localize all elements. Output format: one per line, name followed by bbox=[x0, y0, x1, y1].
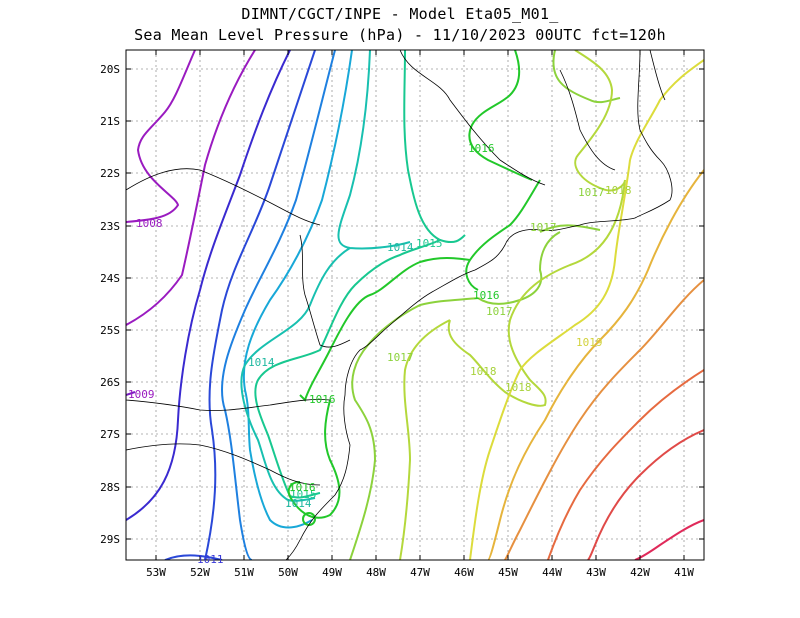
coastline bbox=[126, 50, 673, 560]
lon-tick-label: 53W bbox=[146, 566, 166, 579]
lon-tick-label: 51W bbox=[234, 566, 254, 579]
contour-label: 1018 bbox=[470, 365, 497, 378]
isobar-1016-a bbox=[468, 50, 533, 181]
contour-label: 1016 bbox=[289, 481, 316, 494]
contour-label: 1016 bbox=[468, 142, 495, 155]
isobar-1018 bbox=[399, 50, 626, 560]
map-subtitle: Sea Mean Level Pressure (hPa) - 11/10/20… bbox=[134, 26, 666, 44]
isobar-1013 bbox=[242, 50, 353, 529]
grid bbox=[126, 50, 704, 560]
contour-label: 1016 bbox=[309, 393, 336, 406]
lat-tick-label: 29S bbox=[100, 533, 120, 546]
isobar-1023 bbox=[587, 429, 704, 560]
contour-label: 1017 bbox=[486, 305, 513, 318]
isobar-1011 bbox=[204, 50, 316, 560]
isobar-1010 bbox=[126, 50, 291, 521]
plot-frame bbox=[125, 49, 705, 561]
lon-tick-label: 44W bbox=[542, 566, 562, 579]
isobar-1024 bbox=[634, 519, 704, 560]
contour-label: 1018 bbox=[505, 381, 532, 394]
contour-label: 1017 bbox=[387, 351, 414, 364]
lon-tick-label: 52W bbox=[190, 566, 210, 579]
contour-label: 1014 bbox=[285, 497, 312, 510]
isobar-1022 bbox=[547, 369, 704, 560]
lat-tick-label: 24S bbox=[100, 272, 120, 285]
isobar-1007 bbox=[126, 50, 196, 223]
isobar-1015 bbox=[254, 50, 466, 499]
contour-label: 1019 bbox=[576, 336, 603, 349]
contour-label: 1008 bbox=[136, 217, 163, 230]
lat-tick-label: 25S bbox=[100, 324, 120, 337]
isobar-1016-b bbox=[287, 179, 541, 519]
contour-labels: 1008100910111014101410141015101510161016… bbox=[128, 142, 632, 566]
contour-label: 1015 bbox=[416, 237, 443, 250]
lon-tick-label: 48W bbox=[366, 566, 386, 579]
lat-tick-label: 20S bbox=[100, 63, 120, 76]
lon-tick-label: 43W bbox=[586, 566, 606, 579]
isobar-1014 bbox=[240, 50, 411, 502]
isobar-1008 bbox=[126, 50, 256, 326]
lon-tick-label: 49W bbox=[322, 566, 342, 579]
contour-label: 1018 bbox=[605, 184, 632, 197]
contour-label: 1017 bbox=[578, 186, 605, 199]
isobar-1012 bbox=[221, 50, 336, 560]
lon-tick-label: 50W bbox=[278, 566, 298, 579]
lat-tick-label: 28S bbox=[100, 481, 120, 494]
lon-tick-label: 47W bbox=[410, 566, 430, 579]
contour-label: 1014 bbox=[387, 241, 414, 254]
lon-tick-label: 45W bbox=[498, 566, 518, 579]
contour-label: 1017 bbox=[530, 221, 557, 234]
contour-label: 1011 bbox=[197, 553, 224, 566]
isobar-1019 bbox=[469, 59, 704, 560]
map-title: DIMNT/CGCT/INPE - Model Eta05_M01_ bbox=[241, 5, 559, 23]
contour-label: 1014 bbox=[248, 356, 275, 369]
isobar-1009 bbox=[126, 391, 136, 396]
contour-label: 1016 bbox=[473, 289, 500, 302]
lon-tick-label: 41W bbox=[674, 566, 694, 579]
isobar-1021 bbox=[504, 279, 704, 560]
contour-label: 1009 bbox=[128, 388, 155, 401]
isobar-1017 bbox=[349, 50, 621, 560]
lon-tick-label: 46W bbox=[454, 566, 474, 579]
lat-tick-label: 22S bbox=[100, 167, 120, 180]
isobar-1020 bbox=[487, 169, 704, 560]
lat-tick-label: 27S bbox=[100, 428, 120, 441]
isobar-1011b bbox=[164, 554, 223, 560]
lat-tick-label: 21S bbox=[100, 115, 120, 128]
lat-tick-label: 23S bbox=[100, 220, 120, 233]
contour-label: 1015 bbox=[290, 488, 317, 501]
lat-tick-label: 26S bbox=[100, 376, 120, 389]
lon-tick-label: 42W bbox=[630, 566, 650, 579]
